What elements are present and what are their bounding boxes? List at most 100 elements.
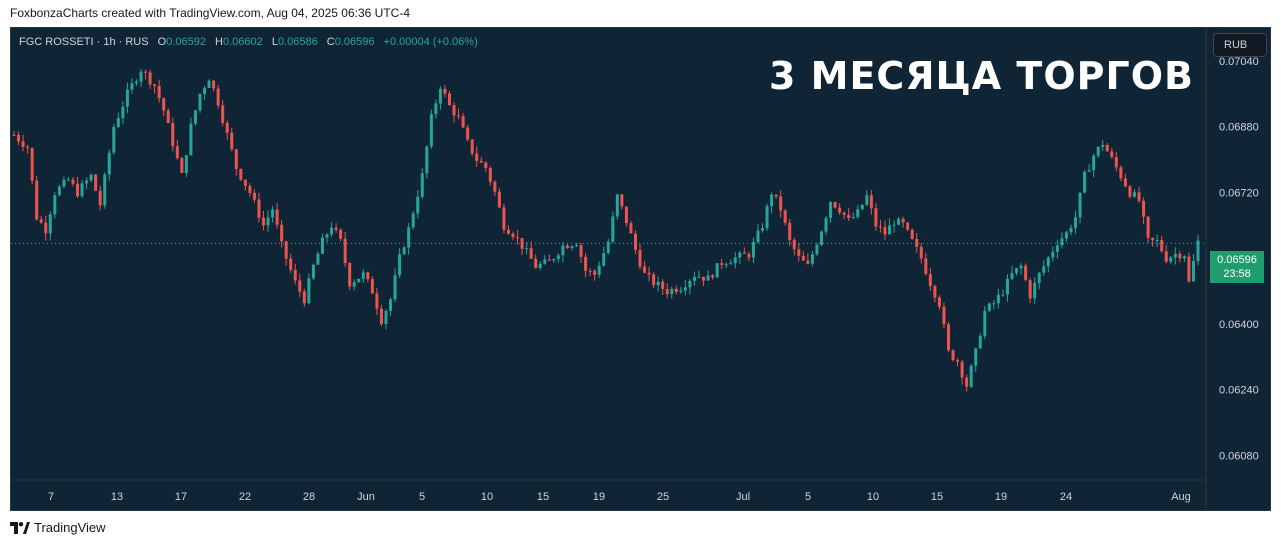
candle-body bbox=[57, 186, 61, 196]
y-tick-label: 0.06880 bbox=[1219, 122, 1259, 134]
candle-body bbox=[30, 147, 34, 181]
candle-body bbox=[402, 247, 406, 255]
symbol-name[interactable]: FGC ROSSETI · 1h · RUS bbox=[19, 36, 149, 48]
candle-body bbox=[262, 217, 266, 226]
candle-body bbox=[1064, 232, 1068, 239]
candle-body bbox=[575, 245, 579, 247]
candle-body bbox=[874, 208, 878, 227]
candle-body bbox=[661, 281, 665, 290]
candle-body bbox=[1160, 240, 1164, 252]
candle-body bbox=[774, 194, 778, 197]
candle-body bbox=[125, 89, 129, 107]
candle-body bbox=[121, 106, 125, 119]
candle-body bbox=[175, 146, 179, 159]
candle-body bbox=[770, 194, 774, 207]
x-tick-label: 10 bbox=[481, 491, 493, 503]
candle-body bbox=[910, 229, 914, 239]
candle-body bbox=[470, 139, 474, 154]
low-label: L bbox=[271, 36, 278, 48]
candle-body bbox=[615, 194, 619, 217]
candle-body bbox=[112, 127, 116, 153]
candle-body bbox=[284, 241, 288, 259]
candle-body bbox=[475, 153, 479, 161]
candle-body bbox=[184, 155, 188, 173]
candle-body bbox=[384, 310, 388, 325]
candle-body bbox=[883, 227, 887, 235]
candle-body bbox=[280, 224, 284, 242]
candle-body bbox=[888, 225, 892, 235]
candle-body bbox=[447, 93, 451, 106]
candle-body bbox=[1074, 217, 1078, 229]
candle-body bbox=[656, 281, 660, 286]
candle-body bbox=[946, 324, 950, 351]
candle-body bbox=[502, 207, 506, 230]
candle-body bbox=[357, 278, 361, 283]
candle-body bbox=[765, 206, 769, 229]
candle-body bbox=[665, 289, 669, 294]
last-price-badge: 0.06596 23:58 bbox=[1210, 251, 1264, 283]
footer-branding[interactable]: TradingView bbox=[10, 520, 106, 535]
candle-body bbox=[334, 227, 338, 230]
currency-button[interactable]: RUB bbox=[1213, 33, 1267, 57]
candle-body bbox=[1182, 256, 1186, 259]
candle-body bbox=[148, 72, 152, 85]
candle-body bbox=[311, 264, 315, 279]
candle-body bbox=[1010, 272, 1014, 279]
symbol-legend[interactable]: FGC ROSSETI · 1h · RUS O0.06592 H0.06602… bbox=[19, 36, 478, 48]
candle-body bbox=[212, 80, 216, 89]
x-tick-label: 17 bbox=[175, 491, 187, 503]
candle-body bbox=[320, 237, 324, 254]
candle-body bbox=[543, 259, 547, 264]
candle-body bbox=[901, 218, 905, 223]
candle-body bbox=[98, 190, 102, 206]
chart-panel[interactable]: 0.07040 0.06880 0.06720 0.06400 0.06240 0.060… bbox=[10, 27, 1271, 511]
x-tick-label: 19 bbox=[995, 491, 1007, 503]
candle-body bbox=[620, 194, 624, 207]
candle-body bbox=[956, 360, 960, 362]
footer-brand-text: TradingView bbox=[34, 520, 106, 535]
candle-body bbox=[797, 249, 801, 256]
candle-body bbox=[116, 118, 120, 128]
candle-body bbox=[738, 252, 742, 258]
candle-body bbox=[593, 270, 597, 275]
candle-body bbox=[579, 245, 583, 257]
candle-body bbox=[62, 179, 66, 187]
candlestick-chart[interactable]: 0.07040 0.06880 0.06720 0.06400 0.06240 0.060… bbox=[11, 28, 1270, 510]
candle-body bbox=[230, 132, 234, 150]
close-value: 0.06596 bbox=[334, 36, 375, 48]
candle-body bbox=[1051, 251, 1055, 258]
x-tick-label: 5 bbox=[419, 491, 425, 503]
candle-body bbox=[307, 278, 311, 304]
candle-body bbox=[493, 181, 497, 192]
candle-body bbox=[915, 238, 919, 247]
candle-body bbox=[643, 266, 647, 273]
candle-body bbox=[425, 146, 429, 174]
candle-body bbox=[1178, 253, 1182, 259]
candle-body bbox=[94, 174, 98, 191]
candle-body bbox=[629, 223, 633, 234]
candle-body bbox=[1028, 280, 1032, 299]
candle-body bbox=[189, 123, 193, 156]
candle-body bbox=[289, 258, 293, 270]
chart-caption: FoxbonzaCharts created with TradingView.… bbox=[10, 6, 411, 20]
candle-body bbox=[203, 87, 207, 94]
candle-body bbox=[1164, 251, 1168, 262]
candle-body bbox=[783, 210, 787, 223]
candle-body bbox=[80, 183, 84, 197]
candle-body bbox=[733, 257, 737, 264]
candle-body bbox=[511, 233, 515, 238]
candle-body bbox=[457, 115, 461, 117]
bar-countdown: 23:58 bbox=[1223, 268, 1251, 280]
candle-body bbox=[1046, 257, 1050, 267]
candle-body bbox=[1196, 240, 1200, 261]
candle-body bbox=[570, 246, 574, 249]
candle-body bbox=[906, 222, 910, 230]
candle-body bbox=[679, 290, 683, 292]
candle-body bbox=[348, 262, 352, 287]
candle-body bbox=[556, 255, 560, 260]
candle-body bbox=[271, 209, 275, 218]
candle-body bbox=[561, 245, 565, 256]
candle-body bbox=[248, 185, 252, 193]
candle-body bbox=[162, 98, 166, 111]
candle-body bbox=[1137, 192, 1141, 201]
